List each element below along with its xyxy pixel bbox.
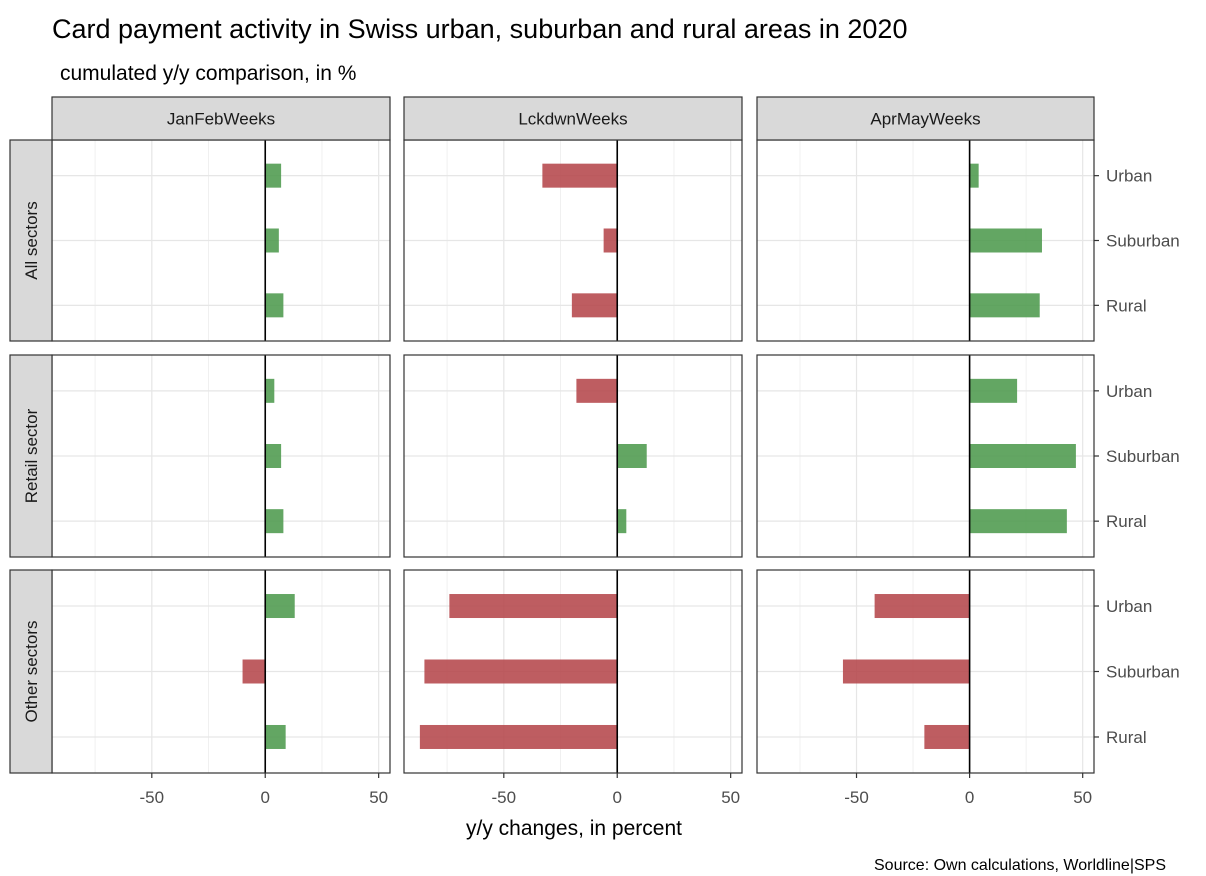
facet-label-all-sectors: All sectors bbox=[22, 201, 41, 279]
bar-suburban bbox=[969, 228, 1042, 253]
bar-urban bbox=[265, 378, 275, 403]
bar-urban bbox=[576, 378, 618, 403]
panel-all-sectors-janfebweeks bbox=[51, 139, 391, 342]
bar-rural bbox=[571, 293, 618, 318]
x-tick-label: 50 bbox=[721, 788, 740, 807]
facet-label-lckdwnweeks: LckdwnWeeks bbox=[518, 110, 627, 129]
panel-border bbox=[403, 569, 743, 774]
chart-subtitle: cumulated y/y comparison, in % bbox=[60, 62, 356, 85]
panel-other-sectors-janfebweeks bbox=[51, 569, 391, 774]
panel-retail-sector-janfebweeks bbox=[51, 354, 391, 558]
x-tick-label: 0 bbox=[613, 788, 622, 807]
panel-retail-sector-lckdwnweeks bbox=[403, 354, 743, 558]
bar-suburban bbox=[424, 659, 618, 684]
panel-other-sectors-lckdwnweeks bbox=[403, 569, 743, 774]
panel-border bbox=[403, 354, 743, 558]
bar-urban bbox=[969, 163, 979, 188]
bar-rural bbox=[969, 509, 1067, 534]
x-tick-label: 50 bbox=[369, 788, 388, 807]
panel-other-sectors-aprmayweeks bbox=[756, 569, 1095, 774]
facet-label-aprmayweeks: AprMayWeeks bbox=[870, 110, 980, 129]
facet-label-retail-sector: Retail sector bbox=[22, 408, 41, 503]
bar-suburban bbox=[242, 659, 266, 684]
bar-rural bbox=[265, 293, 284, 318]
y-tick-label-suburban: Suburban bbox=[1106, 663, 1180, 682]
chart-title: Card payment activity in Swiss urban, su… bbox=[52, 14, 907, 44]
y-tick-label-urban: Urban bbox=[1106, 597, 1152, 616]
x-axis-title: y/y changes, in percent bbox=[466, 817, 682, 840]
bar-rural bbox=[924, 724, 970, 749]
bar-rural bbox=[419, 724, 618, 749]
x-tick-label: 50 bbox=[1073, 788, 1092, 807]
y-tick-label-rural: Rural bbox=[1106, 296, 1147, 315]
bar-urban bbox=[449, 594, 618, 619]
plot-area: JanFebWeeks LckdwnWeeks AprMayWeeks All sec… bbox=[9, 96, 1180, 807]
bar-urban bbox=[874, 594, 970, 619]
panel-retail-sector-aprmayweeks bbox=[756, 354, 1095, 558]
x-tick-label: 0 bbox=[965, 788, 974, 807]
bar-suburban bbox=[617, 444, 647, 468]
bar-urban bbox=[265, 594, 295, 619]
x-tick-label: -50 bbox=[492, 788, 517, 807]
facet-strip-column bbox=[51, 96, 391, 141]
bar-urban bbox=[969, 378, 1018, 403]
facet-strip-column bbox=[403, 96, 743, 141]
y-tick-label-suburban: Suburban bbox=[1106, 447, 1180, 466]
bar-rural bbox=[617, 509, 627, 534]
chart-caption: Source: Own calculations, Worldline|SPS bbox=[874, 857, 1166, 874]
bar-urban bbox=[265, 163, 282, 188]
facet-label-janfebweeks: JanFebWeeks bbox=[167, 110, 275, 129]
bar-suburban bbox=[842, 659, 970, 684]
y-tick-label-suburban: Suburban bbox=[1106, 232, 1180, 251]
facet-strip-row bbox=[9, 139, 53, 342]
bar-rural bbox=[969, 293, 1040, 318]
facet-label-other-sectors: Other sectors bbox=[22, 620, 41, 722]
y-tick-label-urban: Urban bbox=[1106, 167, 1152, 186]
bar-rural bbox=[265, 509, 284, 534]
panel-all-sectors-aprmayweeks bbox=[756, 139, 1095, 342]
x-tick-label: 0 bbox=[261, 788, 270, 807]
facet-strip-column bbox=[756, 96, 1095, 141]
y-tick-label-rural: Rural bbox=[1106, 512, 1147, 531]
y-tick-label-rural: Rural bbox=[1106, 728, 1147, 747]
y-tick-label-urban: Urban bbox=[1106, 382, 1152, 401]
facet-strip-row bbox=[9, 569, 53, 774]
bar-suburban bbox=[969, 444, 1076, 468]
bar-urban bbox=[542, 163, 618, 188]
bar-suburban bbox=[265, 444, 282, 468]
x-tick-label: -50 bbox=[844, 788, 869, 807]
bar-rural bbox=[265, 724, 286, 749]
x-tick-label: -50 bbox=[140, 788, 165, 807]
bar-suburban bbox=[603, 228, 618, 253]
bar-suburban bbox=[265, 228, 279, 253]
panel-all-sectors-lckdwnweeks bbox=[403, 139, 743, 342]
facet-strip-row bbox=[9, 354, 53, 558]
